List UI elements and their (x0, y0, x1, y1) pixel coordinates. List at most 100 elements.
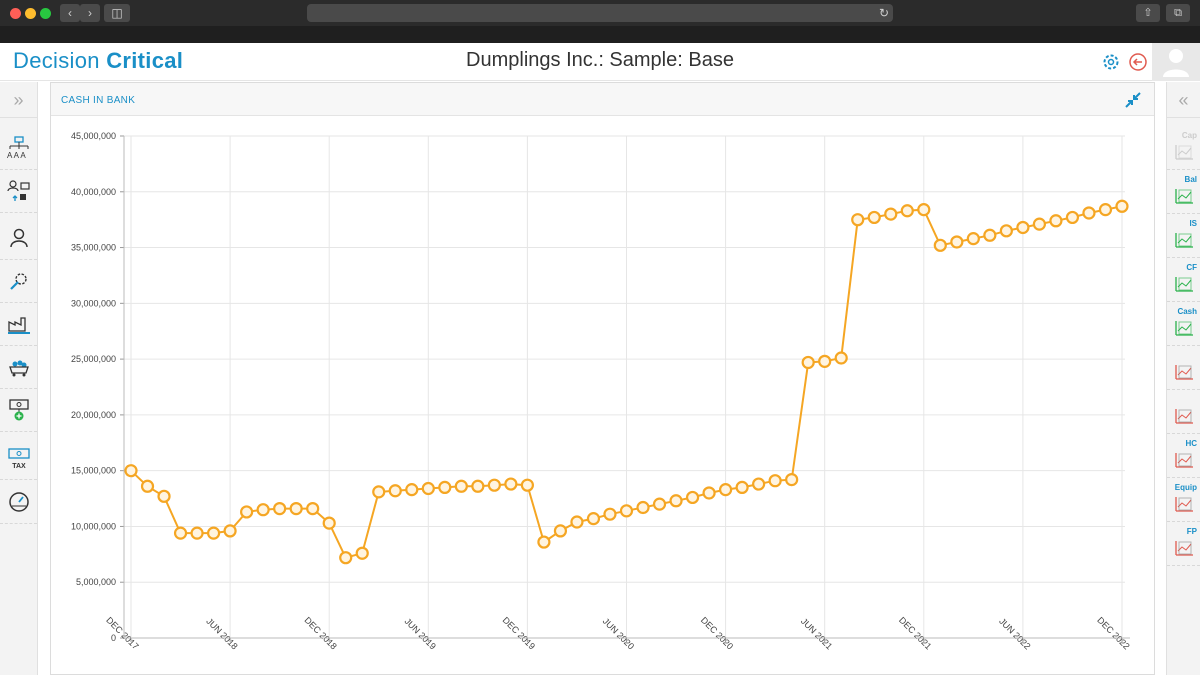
report-item-fp[interactable]: FP (1167, 523, 1200, 566)
data-point (157, 489, 171, 503)
y-tick-label: 20,000,000 (71, 410, 116, 420)
report-item-label: CF (1186, 263, 1197, 272)
data-point (471, 479, 485, 493)
x-tick-label: DEC 2020 (699, 615, 735, 651)
report-item-label: Cap (1181, 131, 1197, 140)
close-window-icon[interactable] (10, 8, 21, 19)
logo-left-text: Decision (13, 48, 100, 73)
data-point (652, 497, 667, 511)
tabs-icon[interactable]: ⧉ (1166, 4, 1190, 22)
people-assets-icon (6, 180, 30, 201)
x-tick-label: JUN 2019 (403, 616, 438, 651)
data-point (884, 207, 898, 221)
svg-text:A A A: A A A (7, 151, 26, 160)
data-point (140, 479, 155, 493)
data-point (421, 481, 435, 496)
data-point (537, 535, 551, 549)
report-item-bal[interactable]: Bal (1167, 171, 1200, 214)
sidebar-item-dashboard[interactable] (0, 481, 37, 524)
cash-add-icon (8, 399, 29, 421)
report-item-cash[interactable]: Cash (1167, 303, 1200, 346)
sidebar-item-org-chart[interactable]: A A A (0, 127, 37, 170)
expand-right-sidebar-button[interactable]: « (1167, 82, 1200, 118)
user-avatar-icon (1163, 49, 1189, 77)
data-point (405, 483, 419, 497)
data-point (586, 512, 601, 526)
report-item-chart-5[interactable] (1167, 347, 1200, 390)
report-icon (1174, 189, 1193, 204)
avatar[interactable] (1152, 43, 1200, 81)
back-button[interactable]: ‹ (60, 4, 80, 22)
data-point (487, 478, 501, 492)
right-sidebar: « Cap Bal IS CF Cash HC Equip FP (1166, 82, 1200, 675)
x-tick-label: DEC 2021 (897, 615, 933, 651)
report-icon (1174, 365, 1193, 380)
report-item-equip[interactable]: Equip (1167, 479, 1200, 522)
expand-left-sidebar-button[interactable]: » (0, 82, 37, 118)
data-point (851, 213, 865, 227)
org-chart-icon: A A A (7, 136, 28, 160)
report-item-cf[interactable]: CF (1167, 259, 1200, 302)
report-icon (1174, 321, 1193, 336)
y-tick-label: 15,000,000 (71, 466, 116, 476)
y-tick-label: 5,000,000 (76, 577, 116, 587)
x-tick-label: DEC 2018 (302, 615, 338, 651)
sidebar-item-add-cash[interactable] (0, 389, 37, 432)
report-item-hc[interactable]: HC (1167, 435, 1200, 478)
x-tick-label: JUN 2022 (997, 616, 1032, 651)
reload-icon[interactable]: ↻ (878, 6, 889, 20)
report-item-label: FP (1186, 527, 1197, 536)
data-point (190, 526, 204, 540)
report-item-is[interactable]: IS (1167, 215, 1200, 258)
data-point (801, 355, 815, 370)
data-point (950, 235, 964, 249)
y-tick-label: 35,000,000 (71, 243, 116, 253)
tab-strip (0, 26, 1200, 43)
report-icon (1174, 233, 1193, 248)
tax-icon (7, 448, 30, 459)
sidebar-item-factory[interactable] (0, 303, 37, 346)
collapse-icon[interactable] (1124, 91, 1142, 109)
report-icon (1174, 541, 1193, 556)
sidebar-item-people-assets[interactable] (0, 170, 37, 213)
sidebar-item-user[interactable] (0, 217, 37, 260)
data-point (355, 546, 369, 560)
panel-title: CASH IN BANK (61, 95, 136, 106)
data-point (1115, 199, 1129, 213)
report-item-label: Cash (1177, 307, 1197, 316)
data-point (619, 504, 634, 518)
data-point (520, 478, 534, 492)
data-point (504, 477, 518, 491)
data-point (966, 232, 980, 246)
report-item-cap[interactable]: Cap (1167, 127, 1200, 170)
share-icon[interactable]: ⇧ (1136, 4, 1160, 22)
report-item-label: HC (1185, 439, 1197, 448)
settings-gear-icon[interactable] (1101, 52, 1121, 72)
data-point (223, 524, 237, 538)
y-tick-label: 10,000,000 (71, 521, 116, 531)
cash-in-bank-panel: CASH IN BANK (50, 82, 1155, 675)
data-point (917, 203, 931, 217)
y-tick-label: 45,000,000 (71, 131, 116, 141)
sidebar-item-inventory[interactable] (0, 346, 37, 389)
sidebar-toggle-icon[interactable]: ◫ (104, 4, 130, 22)
data-point (735, 480, 749, 494)
data-point (173, 526, 188, 540)
data-point (669, 494, 683, 508)
data-point (1065, 210, 1080, 225)
data-point (240, 505, 254, 519)
cart-icon (8, 360, 29, 377)
address-bar[interactable]: ↻ (307, 4, 893, 22)
forward-button[interactable]: › (80, 4, 100, 22)
sidebar-item-tax[interactable]: TAX (0, 437, 37, 480)
minimize-window-icon[interactable] (25, 8, 36, 19)
data-point (273, 501, 287, 516)
user-icon (9, 228, 28, 248)
report-item-chart-6[interactable] (1167, 391, 1200, 434)
panel-header: CASH IN BANK (51, 83, 1154, 116)
maximize-window-icon[interactable] (40, 8, 51, 19)
x-tick-label: DEC 2022 (1095, 615, 1131, 651)
sidebar-item-tools[interactable] (0, 260, 37, 303)
exit-icon[interactable] (1128, 52, 1148, 72)
